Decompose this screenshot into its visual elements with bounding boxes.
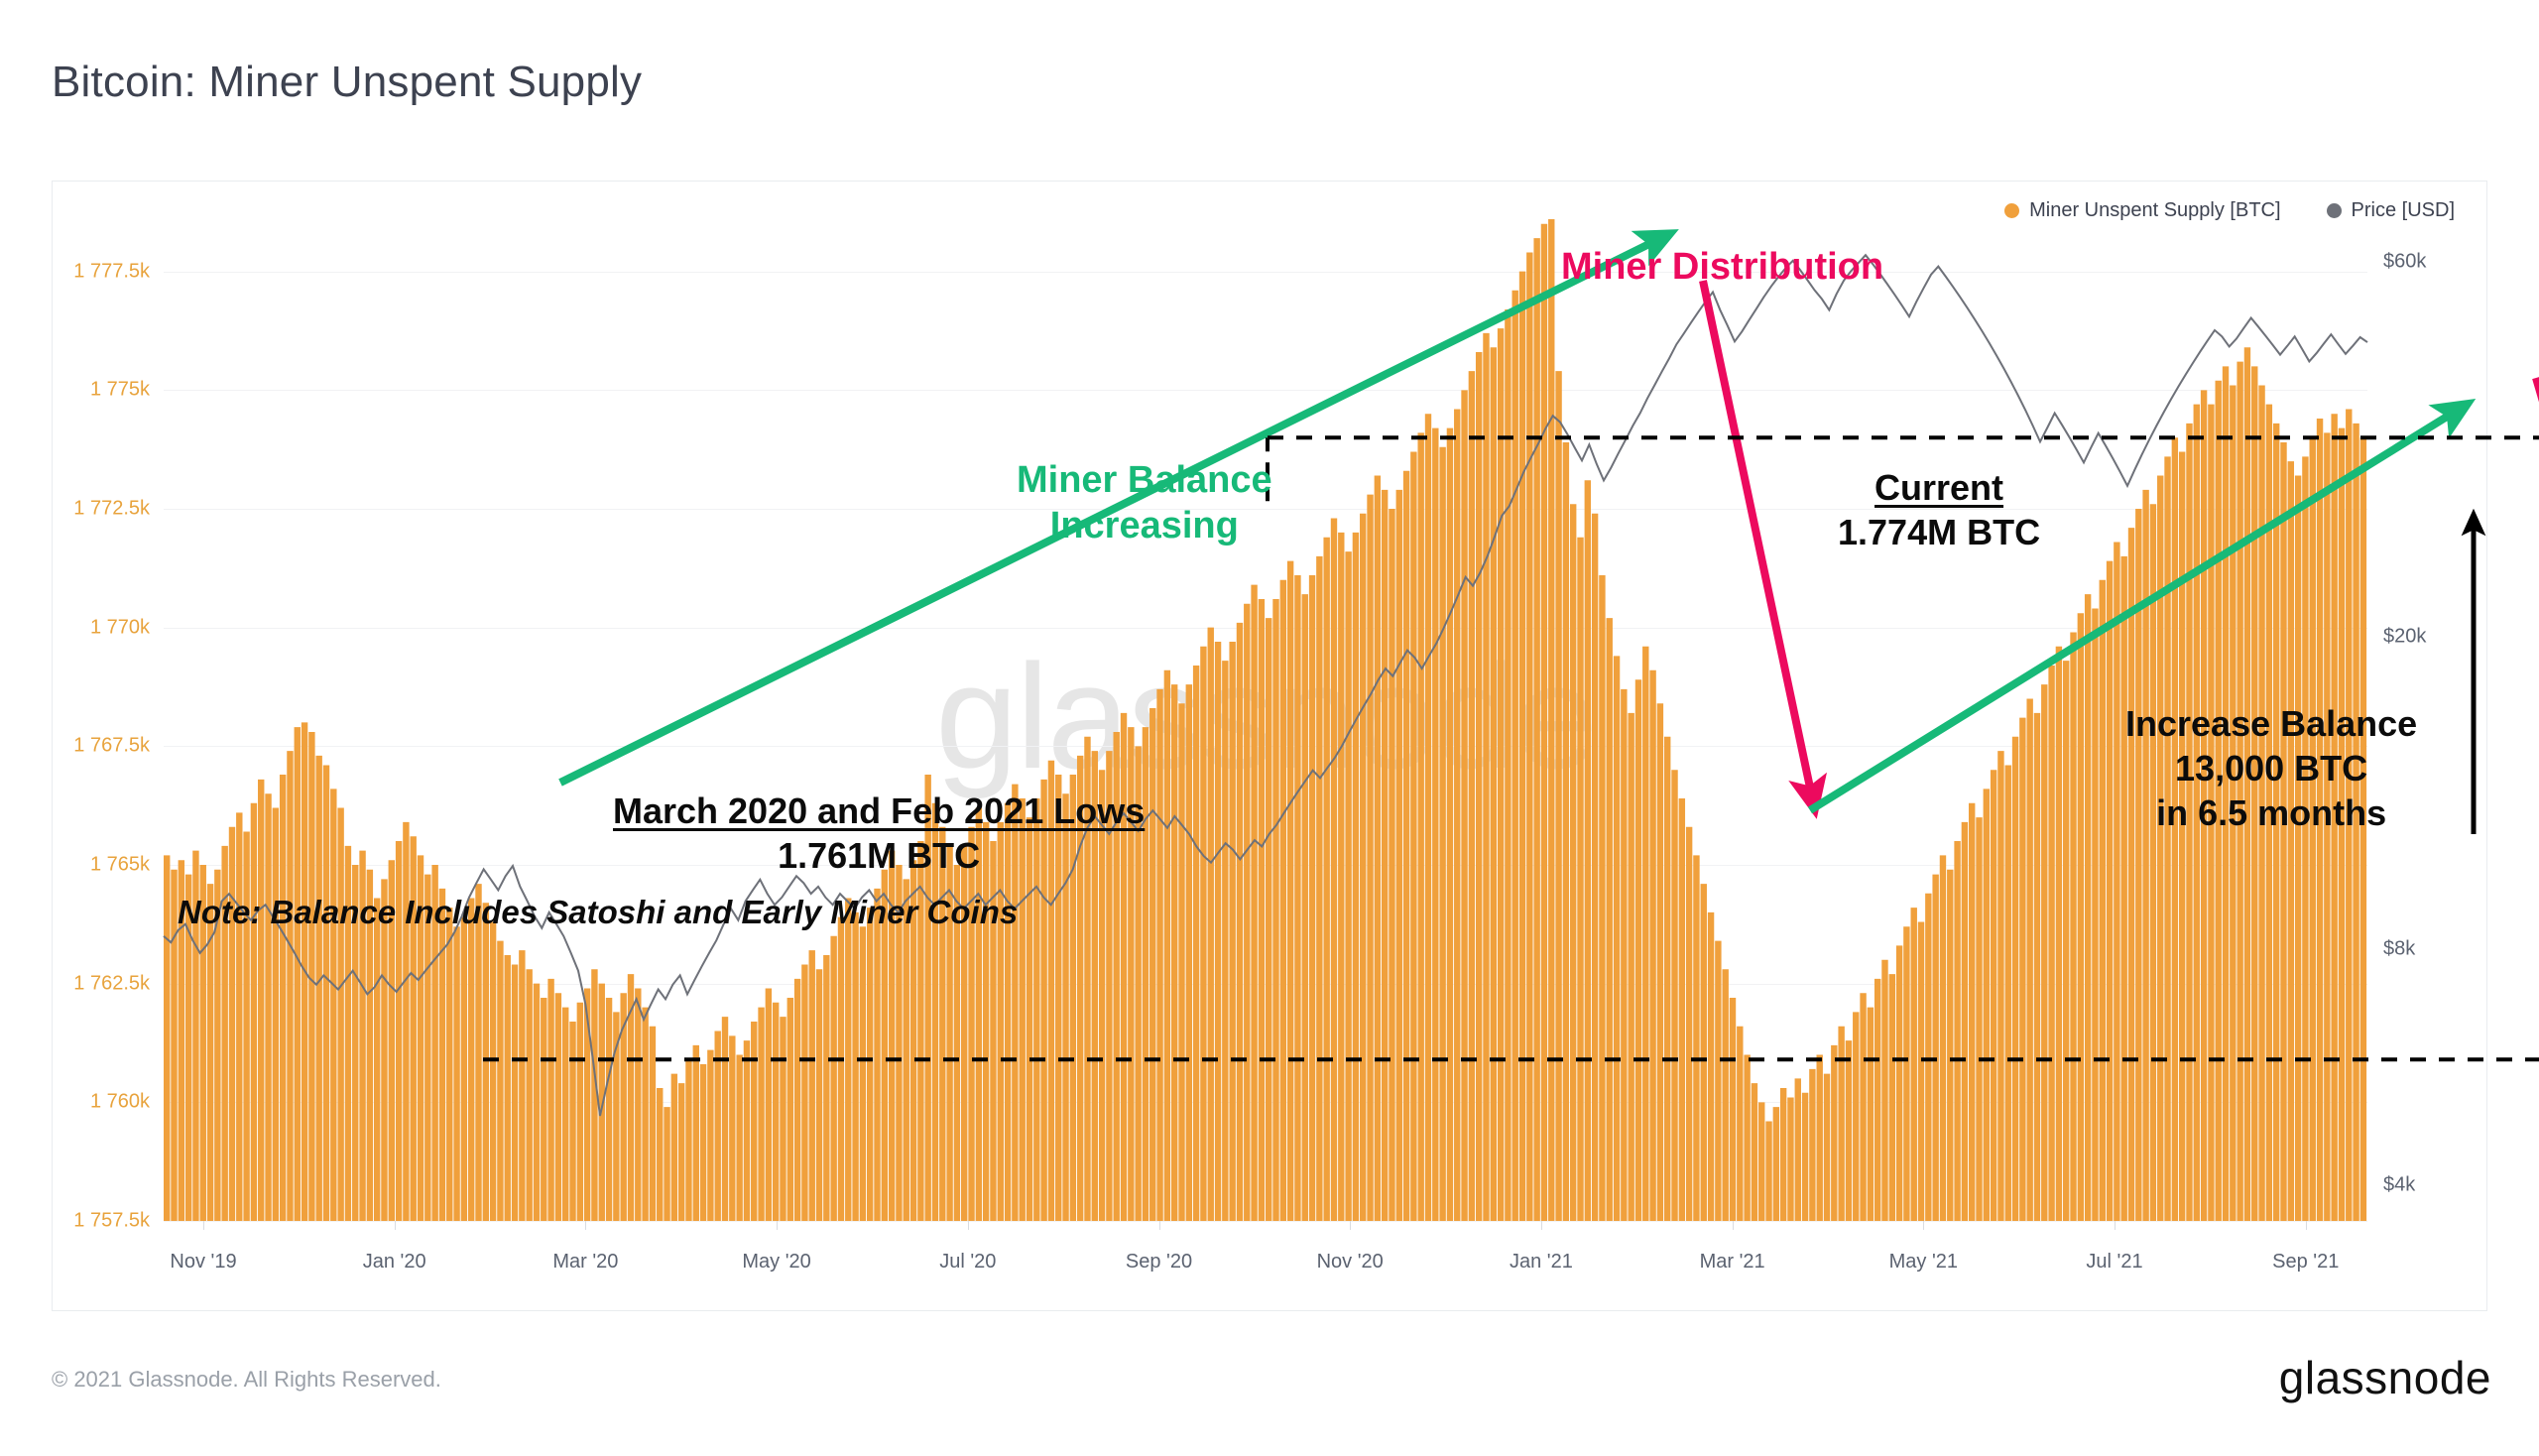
chart-card: Miner Unspent Supply [BTC] Price [USD] g… xyxy=(52,181,2539,1311)
y-axis-left-tick-label: 1 775k xyxy=(89,378,150,401)
annotation-arrow xyxy=(1699,280,1828,819)
legend-label: Price [USD] xyxy=(2351,199,2455,221)
x-axis-tick-label: Jul '20 xyxy=(939,1251,997,1273)
annotation-current-title: Current xyxy=(1874,467,2004,508)
legend-dot-icon xyxy=(2326,203,2342,218)
x-axis-tick-label: Sep '21 xyxy=(2272,1251,2340,1273)
bar-series-miner-unspent-supply xyxy=(164,219,2367,1221)
x-axis-tick-label: Mar '21 xyxy=(1699,1251,1765,1273)
x-axis-tick-mark xyxy=(2305,1221,2307,1230)
y-axis-left-tick-label: 1 772.5k xyxy=(73,497,150,520)
grid-line xyxy=(164,390,2367,392)
grid-line xyxy=(164,508,2367,510)
x-axis-tick-label: Jul '21 xyxy=(2086,1251,2143,1273)
x-axis-tick-label: Jan '21 xyxy=(1509,1251,1573,1273)
x-axis-tick-mark xyxy=(777,1221,779,1230)
x-axis-tick-mark xyxy=(967,1221,969,1230)
annotation-miner-balance-increasing: Miner Balance Increasing xyxy=(1017,457,1272,549)
footer-copyright: © 2021 Glassnode. All Rights Reserved. xyxy=(52,1367,441,1392)
x-axis-tick-mark xyxy=(394,1221,396,1230)
y-axis-left-tick-label: 1 777.5k xyxy=(73,260,150,283)
y-axis-right-tick-label: $60k xyxy=(2383,250,2427,273)
x-axis-tick-mark xyxy=(2115,1221,2116,1230)
y-axis-left-tick-label: 1 765k xyxy=(89,853,150,876)
annotation-lows: March 2020 and Feb 2021 Lows 1.761M BTC xyxy=(613,789,1145,878)
y-axis-right-tick-label: $4k xyxy=(2383,1173,2416,1196)
x-axis-tick-mark xyxy=(585,1221,587,1230)
y-axis-left-tick-label: 1 767.5k xyxy=(73,734,150,757)
line-series-price xyxy=(163,253,2368,1117)
annotation-arrow xyxy=(558,229,1679,787)
annotation-increase-line-2: 13,000 BTC xyxy=(2175,748,2368,789)
x-axis-tick-mark xyxy=(203,1221,204,1230)
y-axis-left-tick-label: 1 760k xyxy=(89,1090,150,1113)
grid-line xyxy=(164,1221,2367,1222)
x-axis-tick-label: Nov '20 xyxy=(1316,1251,1384,1273)
annotation-increase-balance: Increase Balance 13,000 BTC in 6.5 month… xyxy=(2125,701,2417,835)
annotation-miner-distribution: Miner Distribution xyxy=(1561,246,1884,288)
y-axis-left-tick-label: 1 770k xyxy=(89,616,150,639)
annotation-current-value: 1.774M BTC xyxy=(1838,512,2041,552)
y-axis-left-tick-label: 1 757.5k xyxy=(73,1209,150,1232)
x-axis-tick-mark xyxy=(1158,1221,1160,1230)
annotation-lows-title: March 2020 and Feb 2021 Lows xyxy=(613,790,1146,831)
x-axis-tick-label: Nov '19 xyxy=(170,1251,237,1273)
x-axis-tick-mark xyxy=(1732,1221,1734,1230)
annotation-line-1: Miner Balance xyxy=(1017,459,1272,501)
legend-item-price[interactable]: Price [USD] xyxy=(2326,199,2455,222)
legend-item-miner-unspent-supply[interactable]: Miner Unspent Supply [BTC] xyxy=(2004,199,2281,222)
x-axis-tick-label: May '21 xyxy=(1888,1251,1959,1273)
legend-label: Miner Unspent Supply [BTC] xyxy=(2029,199,2281,221)
y-axis-right-tick-label: $8k xyxy=(2383,937,2416,960)
y-axis-right-tick-label: $20k xyxy=(2383,625,2427,648)
legend-dot-icon xyxy=(2004,203,2020,218)
y-axis-left-tick-label: 1 762.5k xyxy=(73,972,150,995)
annotation-line-2: Increasing xyxy=(1049,505,1239,547)
page-title: Bitcoin: Miner Unspent Supply xyxy=(52,58,643,106)
x-axis-tick-label: May '20 xyxy=(742,1251,811,1273)
annotation-note: Note: Balance Includes Satoshi and Early… xyxy=(178,894,1019,930)
annotation-increase-line-3: in 6.5 months xyxy=(2156,792,2387,833)
x-axis-tick-mark xyxy=(1923,1221,1925,1230)
chart-legend: Miner Unspent Supply [BTC] Price [USD] xyxy=(2004,199,2455,222)
x-axis-tick-label: Sep '20 xyxy=(1125,1251,1193,1273)
annotation-lows-value: 1.761M BTC xyxy=(778,835,981,876)
x-axis-tick-mark xyxy=(1350,1221,1352,1230)
annotation-current: Current 1.774M BTC xyxy=(1838,465,2040,554)
annotation-arrow xyxy=(1807,399,2477,814)
annotation-arrows xyxy=(483,229,2539,1062)
x-axis-tick-label: Mar '20 xyxy=(552,1251,619,1273)
x-axis-tick-label: Jan '20 xyxy=(362,1251,426,1273)
grid-line xyxy=(164,271,2367,273)
footer-logo: glassnode xyxy=(2278,1352,2491,1403)
annotation-increase-line-1: Increase Balance xyxy=(2125,703,2418,744)
x-axis-tick-mark xyxy=(1540,1221,1542,1230)
